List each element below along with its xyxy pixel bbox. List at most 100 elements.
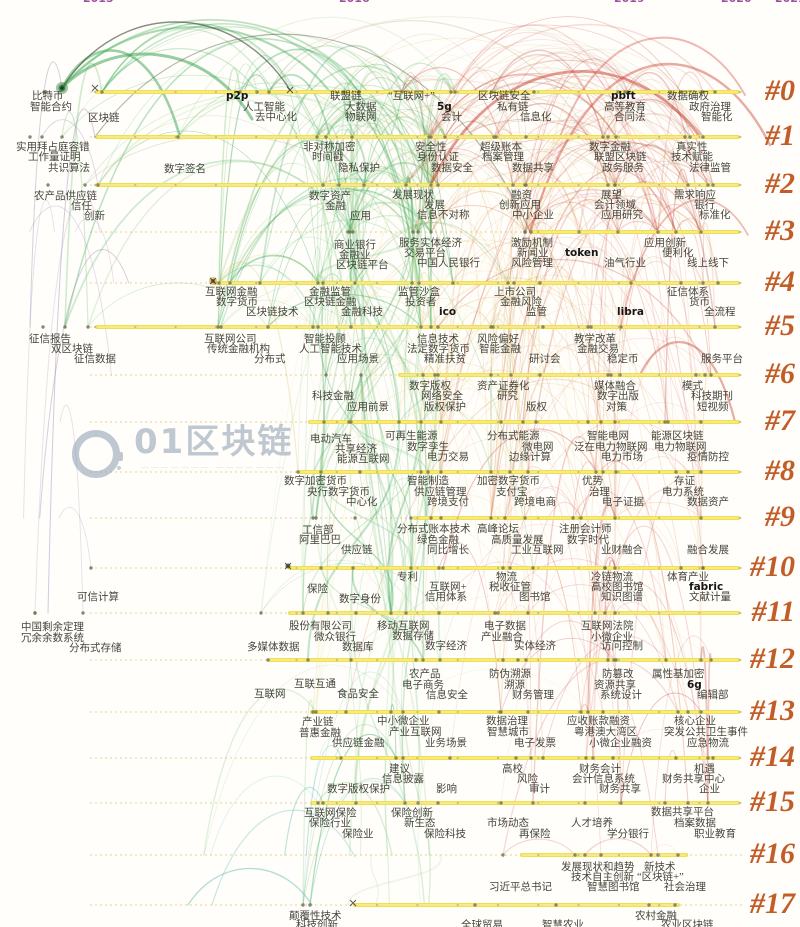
link-arc [507, 213, 667, 661]
link-arc [268, 20, 616, 186]
keyword-label: 数据安全 [431, 163, 473, 174]
keyword-node-dot [709, 658, 713, 662]
link-arc [440, 236, 632, 423]
year-node-dot [617, 566, 621, 570]
link-arc [430, 148, 616, 233]
link-arc [442, 428, 597, 569]
year-node-dot [658, 373, 661, 377]
keyword-label: 分布式账本技术 [397, 524, 471, 535]
keyword-label: 注册会计师 [559, 524, 612, 535]
keyword-label: ico [439, 306, 457, 318]
link-arc [358, 64, 414, 233]
link-arc [527, 181, 702, 473]
link-arc [350, 421, 422, 473]
link-arc [349, 167, 407, 233]
link-arc [490, 132, 609, 519]
year-node-dot [577, 611, 580, 615]
link-arc [349, 215, 432, 233]
link-arc [229, 204, 351, 284]
keyword-label: 跨境支付 [427, 497, 469, 508]
keyword-label: 互联网+ [429, 582, 467, 593]
link-arc [430, 277, 592, 328]
keyword-node-dot [436, 183, 440, 187]
link-arc [411, 223, 419, 284]
keyword-label: 传统金融机构 [207, 344, 270, 355]
keyword-node-dot [713, 325, 717, 329]
year-node-dot [537, 903, 540, 907]
year-node-dot [577, 183, 580, 187]
keyword-label: 金融科技 [341, 307, 383, 318]
keyword-label: 标准化 [699, 210, 731, 221]
keyword-label: 小微企业融资 [589, 738, 652, 749]
keyword-label: 财务共享中心 [662, 774, 725, 785]
keyword-label: 高质量发展 [491, 535, 544, 546]
year-node-dot [255, 90, 258, 94]
link-arc [500, 638, 615, 713]
keyword-label: 学分银行 [607, 829, 649, 840]
keyword-label: 金融业 [339, 250, 371, 261]
keyword-node-dot [663, 801, 667, 805]
keyword-node-dot [619, 801, 623, 805]
link-arc [398, 374, 436, 423]
link-arc [316, 113, 430, 138]
keyword-label: 智能制造 [407, 476, 449, 487]
year-node-dot [698, 801, 701, 805]
year-node-dot [698, 611, 701, 615]
link-arc [430, 495, 506, 519]
keyword-node-dot [554, 903, 558, 907]
link-arc [430, 96, 702, 233]
keyword-label: 供应链管理 [414, 487, 467, 498]
link-arc [350, 282, 420, 423]
year-node-dot [376, 658, 379, 662]
keyword-node-dot [629, 281, 633, 285]
keyword-label: 应用研究 [601, 210, 643, 221]
link-arc [97, 130, 319, 284]
watermark: 01区块链 ——————— ——————— [70, 424, 293, 480]
keyword-label: 股份有限公司 [289, 621, 352, 632]
year-node-dot [738, 135, 741, 139]
link-arc [316, 122, 351, 233]
keyword-label: 可再生能源 [385, 431, 438, 442]
year-node-dot [537, 611, 540, 615]
year-node-dot [416, 658, 419, 662]
keyword-node-dot [351, 566, 355, 570]
keyword-label: 农产品供应链 [34, 191, 97, 202]
link-arc [578, 92, 704, 233]
keyword-node-dot [526, 611, 530, 615]
link-arc [405, 121, 689, 614]
keyword-label: 研讨会 [529, 354, 561, 365]
cluster-badge: #17 [750, 887, 795, 920]
link-arc [34, 193, 101, 614]
keyword-label: 电子数据 [484, 621, 526, 632]
link-arc [620, 480, 702, 804]
link-arc [306, 420, 401, 662]
link-arc [384, 711, 392, 906]
keyword-node-dot [538, 281, 542, 285]
keyword-label: 数字金融 [589, 142, 631, 153]
link-arc [539, 246, 702, 519]
link-arc [218, 261, 299, 473]
keyword-node-dot [81, 611, 85, 615]
keyword-label: 电力物联网 [654, 442, 707, 453]
keyword-node-dot [421, 373, 425, 377]
link-arc [510, 256, 632, 376]
keyword-label: 智能投顾 [304, 334, 346, 345]
keyword-label: 治理 [589, 487, 610, 498]
keyword-node-dot [389, 611, 393, 615]
link-arc [316, 230, 420, 285]
keyword-label: 电力市场 [601, 452, 643, 463]
year-node-dot [738, 420, 741, 424]
keyword-node-dot [506, 281, 510, 285]
link-arc [614, 176, 619, 233]
year-node-dot [617, 756, 621, 760]
keyword-node-dot [439, 516, 443, 520]
keyword-label: 微电网 [522, 442, 554, 453]
keyword-node-dot [583, 801, 587, 805]
link-arc [422, 365, 442, 423]
link-arc [315, 282, 413, 519]
link-arc [415, 326, 441, 661]
year-node-dot [295, 135, 298, 139]
keyword-label: 数字时代 [567, 535, 609, 546]
cluster-badge: #15 [750, 785, 795, 818]
keyword-node-dot [529, 756, 533, 760]
